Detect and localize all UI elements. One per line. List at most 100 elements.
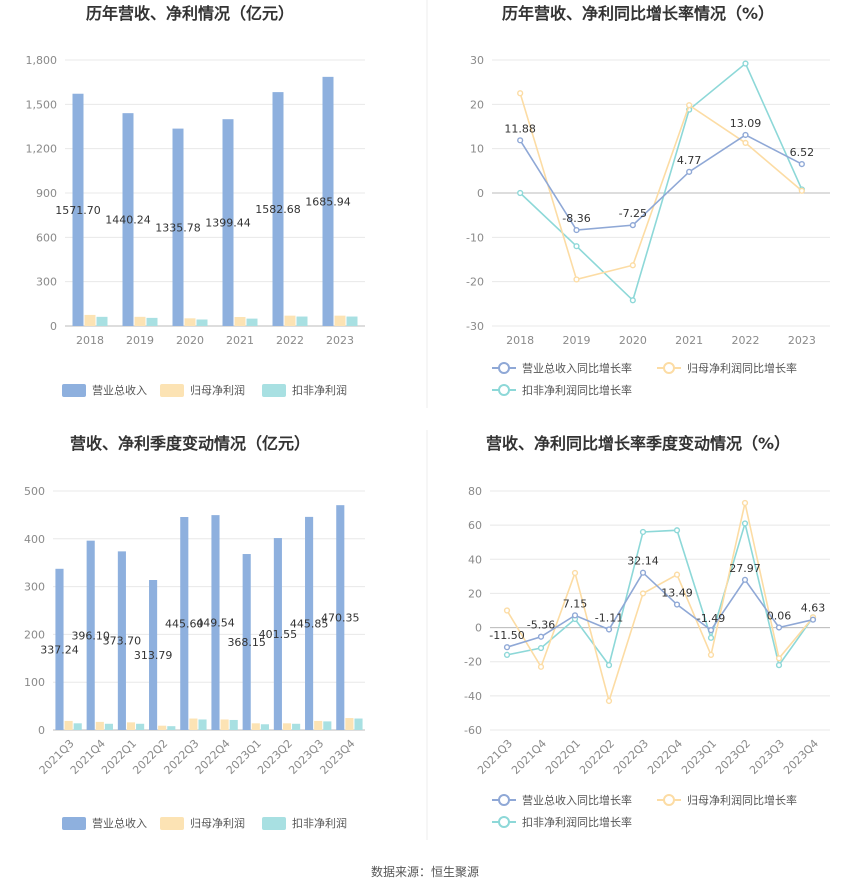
bar-value-label: 396.10 — [71, 629, 110, 642]
bar — [184, 318, 196, 326]
bar — [282, 723, 292, 730]
bar — [284, 315, 296, 326]
chart-title: 历年营收、净利情况（亿元） — [86, 4, 294, 23]
data-point — [629, 262, 636, 269]
y-tick-label: 80 — [468, 485, 482, 498]
data-point — [775, 655, 783, 662]
x-tick-label: 2022Q2 — [577, 737, 617, 777]
bar — [345, 718, 354, 730]
data-point — [741, 499, 749, 507]
data-point — [673, 571, 681, 578]
bar — [84, 314, 96, 326]
data-point — [537, 633, 545, 640]
x-tick-label: 2022 — [276, 334, 304, 347]
data-label: 4.63 — [801, 602, 826, 615]
bar-value-label: 1335.78 — [155, 221, 201, 234]
bar — [336, 505, 345, 730]
data-point — [517, 189, 524, 197]
data-point — [629, 222, 636, 229]
y-tick-label: -20 — [464, 656, 482, 669]
bar-value-label: 470.35 — [321, 612, 360, 625]
data-point — [517, 90, 524, 97]
legend-label: 归母净利润同比增长率 — [687, 793, 797, 807]
bar-value-label: 313.79 — [134, 649, 173, 662]
legend-label: 归母净利润 — [190, 383, 245, 397]
bar — [126, 722, 136, 730]
legend-swatch-marker — [663, 362, 675, 374]
data-label: 7.15 — [563, 597, 588, 610]
data-point — [537, 644, 545, 652]
data-point — [809, 616, 817, 623]
legend-swatch-marker — [663, 794, 675, 806]
y-tick-label: 20 — [468, 587, 482, 600]
bar — [292, 723, 301, 730]
data-label: 4.77 — [677, 154, 702, 167]
y-tick-label: -40 — [464, 690, 482, 703]
y-tick-label: 600 — [36, 231, 57, 244]
legend-label: 扣非净利润同比增长率 — [522, 815, 632, 829]
x-tick-label: 2023 — [326, 334, 354, 347]
chart-title: 营收、净利季度变动情况（亿元） — [70, 434, 310, 453]
data-point — [503, 651, 511, 658]
data-point — [629, 297, 636, 304]
series-line — [519, 93, 803, 281]
annual-growth-rate-chart: 历年营收、净利同比增长率情况（%） -30 -20 -10 0 10 20 30 2018 201… — [466, 4, 830, 397]
y-tick-label: 200 — [24, 628, 45, 641]
data-point — [686, 102, 693, 109]
legend-label: 扣非净利润 — [292, 383, 347, 397]
legend-label: 营业总收入同比增长率 — [522, 361, 632, 375]
y-tick-label: 0 — [475, 622, 482, 635]
y-tick-label: 1,800 — [26, 54, 58, 67]
bar — [354, 718, 363, 730]
bar — [242, 554, 251, 730]
data-label: -11.50 — [489, 629, 524, 642]
series-line — [519, 62, 803, 302]
bar — [189, 718, 198, 730]
legend-swatch — [262, 817, 286, 830]
bar-value-label: 337.24 — [40, 643, 79, 656]
y-tick-label: 60 — [468, 519, 482, 532]
data-label: 32.14 — [627, 555, 659, 568]
y-tick-label: 1,200 — [26, 143, 58, 156]
bar — [172, 128, 184, 326]
y-tick-label: 30 — [470, 54, 484, 67]
data-point — [605, 697, 613, 705]
bar — [334, 315, 346, 326]
data-point — [573, 243, 580, 250]
bar — [222, 119, 234, 326]
x-tick-label: 2022 — [732, 334, 760, 347]
bar — [346, 316, 358, 326]
data-label: -5.36 — [527, 619, 555, 632]
data-point — [605, 626, 613, 633]
bar-value-label: 1582.68 — [255, 203, 301, 216]
x-tick-label: 2018 — [506, 334, 534, 347]
y-tick-label: 0 — [50, 320, 57, 333]
y-tick-label: -60 — [464, 724, 482, 737]
y-tick-label: -30 — [466, 320, 484, 333]
bar — [246, 318, 258, 326]
bar — [196, 319, 208, 326]
data-point — [707, 627, 715, 634]
bar-value-label: 373.70 — [103, 635, 142, 648]
data-point — [639, 590, 647, 597]
data-point — [673, 601, 681, 608]
bar-value-label: 1399.44 — [205, 217, 251, 230]
bar — [117, 551, 126, 730]
y-tick-label: -20 — [466, 276, 484, 289]
chart-title: 营收、净利同比增长率季度变动情况（%） — [486, 434, 790, 453]
data-point — [742, 139, 749, 147]
y-tick-label: 40 — [468, 553, 482, 566]
data-point — [707, 651, 715, 658]
x-tick-label: 2019 — [563, 334, 591, 347]
x-tick-label: 2022Q1 — [543, 737, 583, 777]
chart-title: 历年营收、净利同比增长率情况（%） — [502, 4, 774, 23]
data-point — [742, 60, 749, 67]
bar — [198, 719, 207, 730]
data-point — [707, 634, 715, 641]
x-tick-label: 2020 — [619, 334, 647, 347]
y-tick-label: -10 — [466, 231, 484, 244]
y-tick-label: 100 — [24, 676, 45, 689]
bar — [272, 92, 284, 326]
bar — [134, 316, 146, 326]
data-point — [741, 520, 749, 527]
